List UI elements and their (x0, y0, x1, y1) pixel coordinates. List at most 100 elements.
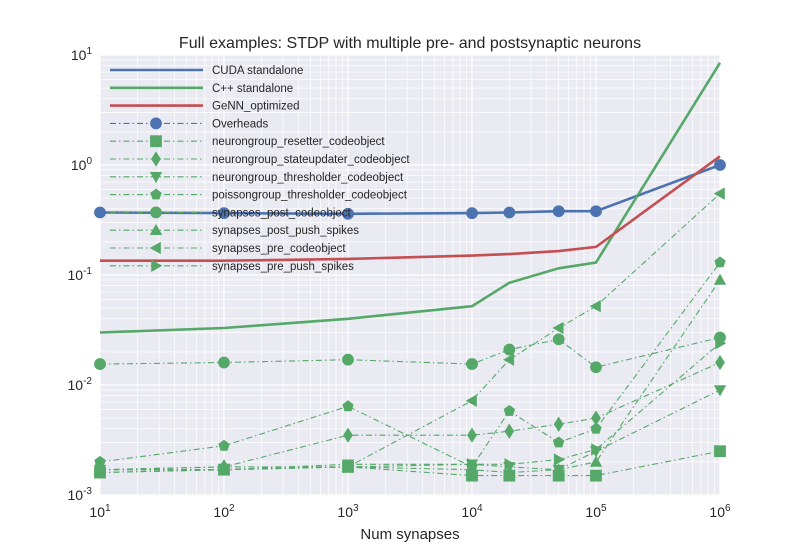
y-tick-label: 101 (71, 46, 93, 63)
series-line (99, 164, 721, 215)
legend-label: synapses_pre_codeobject (212, 243, 346, 255)
legend-label: poissongroup_thresholder_codeobject (212, 190, 408, 202)
data-point (94, 358, 106, 370)
series-7 (94, 256, 726, 472)
data-point (466, 358, 478, 370)
data-point (467, 427, 477, 443)
data-point (552, 333, 565, 346)
legend-label: CUDA standalone (212, 65, 303, 77)
data-point (552, 321, 564, 335)
data-point (342, 207, 354, 220)
legend-label: Overheads (212, 118, 269, 130)
x-tick-labels: 101 102 103 104 105 106 (89, 503, 731, 520)
data-point (343, 460, 355, 474)
legend-marker (149, 171, 163, 184)
data-point (95, 463, 107, 476)
data-point (552, 205, 565, 218)
legend-label: GeNN_optimized (212, 101, 300, 113)
data-point (503, 206, 516, 219)
data-point (465, 394, 477, 407)
legend-label: synapses_pre_push_spikes (212, 261, 354, 273)
series-layer (93, 62, 727, 482)
data-point (590, 205, 602, 218)
series-line (100, 155, 721, 262)
y-tick-label: 10-1 (68, 266, 93, 283)
data-point (713, 187, 725, 200)
legend-marker (150, 117, 162, 130)
data-point (715, 337, 727, 350)
data-point (590, 361, 602, 374)
legend-item: CUDA standalone (110, 65, 303, 77)
legend-item: neurongroup_resetter_codeobject (110, 135, 385, 148)
data-point (591, 443, 603, 456)
data-point (504, 423, 515, 439)
data-point (342, 353, 354, 366)
data-point (218, 207, 230, 220)
data-point (590, 469, 602, 482)
legend-item: GeNN_optimized (110, 101, 300, 113)
data-point (713, 385, 727, 397)
legend-marker (150, 206, 162, 219)
data-point (590, 422, 602, 434)
series-8 (94, 331, 726, 374)
series-line (99, 361, 721, 471)
legend-item: synapses_pre_codeobject (110, 241, 346, 255)
legend-marker (150, 188, 162, 200)
data-point (553, 416, 564, 432)
data-point (504, 458, 516, 471)
data-point (553, 453, 566, 466)
y-tick-labels: 10-3 10-2 10-1 100 101 (68, 46, 93, 503)
y-tick-label: 100 (71, 156, 93, 173)
legend-marker (151, 259, 163, 272)
legend-marker (149, 223, 163, 236)
data-point (503, 405, 516, 416)
legend-label: neurongroup_resetter_codeobject (212, 136, 385, 148)
x-tick-label: 105 (585, 503, 607, 520)
data-point (552, 436, 565, 448)
series-1 (99, 62, 722, 334)
series-11 (95, 337, 727, 476)
series-3 (94, 159, 726, 220)
legend-item: Overheads (110, 117, 269, 130)
data-point (466, 207, 478, 220)
legend-marker (150, 135, 162, 148)
data-point (715, 354, 725, 371)
series-line (99, 336, 721, 368)
legend-item: poissongroup_thresholder_codeobject (110, 188, 408, 202)
data-point (552, 463, 565, 475)
series-line (99, 279, 721, 474)
y-tick-label: 10-2 (68, 376, 93, 393)
data-point (713, 273, 727, 285)
legend-item: neurongroup_stateupdater_codeobject (110, 151, 410, 167)
legend-label: C++ standalone (212, 83, 293, 95)
x-tick-label: 106 (709, 503, 731, 520)
legend-marker (151, 151, 161, 167)
legend-item: synapses_post_codeobject (110, 206, 352, 219)
data-point (714, 159, 726, 171)
legend-item: C++ standalone (110, 83, 293, 95)
x-tick-label: 104 (461, 503, 483, 520)
x-tick-label: 101 (89, 503, 111, 520)
legend-item: neurongroup_thresholder_codeobject (110, 172, 404, 184)
series-line (100, 342, 721, 471)
x-tick-label: 103 (337, 503, 359, 520)
data-point (503, 466, 516, 478)
legend-item: synapses_post_push_spikes (110, 223, 359, 237)
data-point (218, 356, 230, 369)
legend-label: neurongroup_stateupdater_codeobject (212, 154, 410, 166)
chart-title: Full examples: STDP with multiple pre- a… (179, 35, 641, 52)
legend-label: synapses_post_push_spikes (212, 225, 359, 237)
data-point (342, 400, 354, 412)
series-2 (100, 155, 721, 262)
legend-label: synapses_post_codeobject (212, 207, 352, 219)
data-point (343, 427, 353, 443)
data-point (714, 256, 726, 268)
x-axis-label: Num synapses (360, 526, 459, 543)
data-point (589, 300, 601, 313)
data-point (218, 439, 230, 451)
y-tick-label: 10-3 (68, 486, 93, 503)
series-line (99, 62, 722, 334)
data-point (502, 353, 515, 366)
data-point (219, 463, 231, 476)
